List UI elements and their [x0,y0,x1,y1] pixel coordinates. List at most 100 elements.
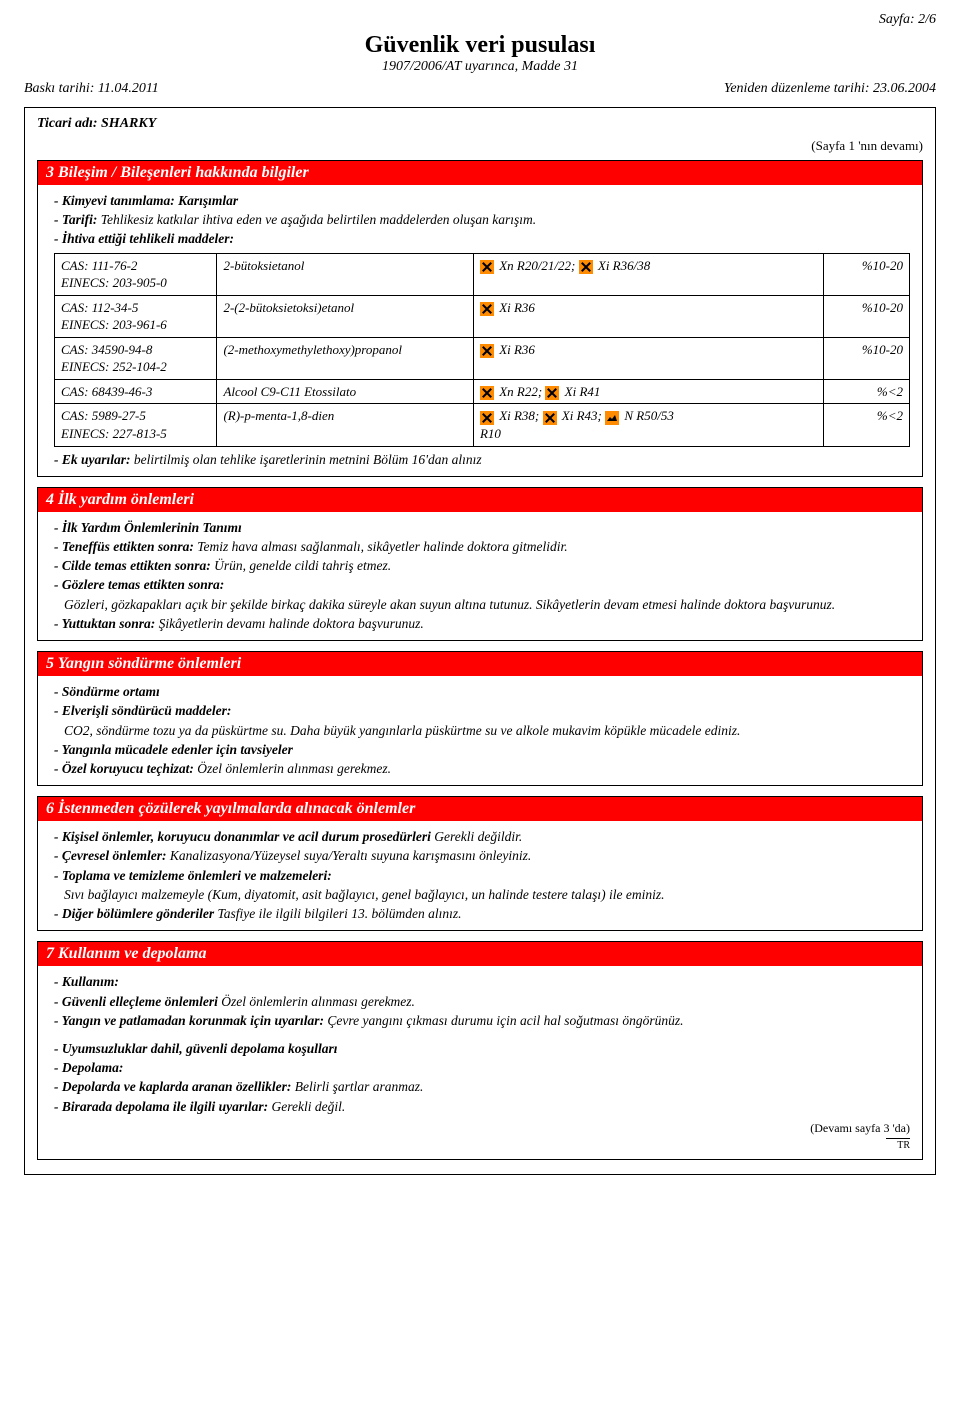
section-7-body: - Kullanım: - Güvenli elleçleme önlemler… [38,966,922,1158]
sec6-l3: - Toplama ve temizleme önlemleri ve malz… [54,868,332,883]
substance-name-cell: (R)-p-menta-1,8-dien [217,404,474,446]
hazard-text: Xi R38; [496,408,543,423]
hazard-symbols-cell: Xi R36 [473,337,824,379]
hazard-symbols-cell: Xi R38; Xi R43; N R50/53 R10 [473,404,824,446]
hazard-text: Xn R22; [496,384,545,399]
sec6-l2b: Kanalizasyona/Yüzeysel suya/Yeraltı suyu… [166,848,531,863]
hazard-text: Xi R36 [496,342,535,357]
sec7-l5: - Depolama: [54,1060,123,1075]
hazard-symbols-cell: Xn R22; Xi R41 [473,379,824,404]
sec4-l3a: - Cilde temas ettikten sonra: [54,558,211,573]
document-header: Güvenlik veri pusulası 1907/2006/AT uyar… [24,32,936,75]
section-4: 4 İlk yardım önlemleri - İlk Yardım Önle… [37,487,923,641]
cas-cell: CAS: 5989-27-5EINECS: 227-813-5 [55,404,217,446]
sec6-l2a: - Çevresel önlemler: [54,848,166,863]
sec7-l7a: - Birarada depolama ile ilgili uyarılar: [54,1099,268,1114]
continued-from: (Sayfa 1 'nın devamı) [37,138,923,154]
section-6-header: 6 İstenmeden çözülerek yayılmalarda alın… [38,797,922,821]
percentage-cell: %10-20 [824,295,910,337]
section-3: 3 Bileşim / Bileşenleri hakkında bilgile… [37,160,923,477]
continued-on: (Devamı sayfa 3 'da) [54,1120,910,1136]
hazard-env-icon [605,411,619,425]
substance-name-cell: Alcool C9-C11 Etossilato [217,379,474,404]
document-title: Güvenlik veri pusulası [24,32,936,59]
hazard-text: Xn R20/21/22; [496,258,579,273]
sec5-l5a: - Özel koruyucu teçhizat: [54,761,194,776]
sec6-l1a: - Kişisel önlemler, koruyucu donanımlar … [54,829,431,844]
hazard-text: Xi R43; [559,408,606,423]
hazard-x-icon [480,386,494,400]
hazard-x-icon [579,260,593,274]
hazard-x-icon [480,344,494,358]
sec7-l3a: - Yangın ve patlamadan korunmak için uya… [54,1013,324,1028]
date-row: Baskı tarihi: 11.04.2011 Yeniden düzenle… [24,81,936,97]
sec4-l2b: Temiz hava alması sağlanmalı, sikâyetler… [194,539,568,554]
sec5-l4: - Yangınla mücadele edenler için tavsiye… [54,742,293,757]
hazard-x-icon [480,411,494,425]
sec5-l3: CO2, söndürme tozu ya da püskürtme su. D… [54,722,910,740]
section-7-header: 7 Kullanım ve depolama [38,942,922,966]
hazard-x-icon [543,411,557,425]
sec4-l5: Gözleri, gözkapakları açık bir şekilde b… [54,596,910,614]
hazard-x-icon [480,302,494,316]
sec7-l2a: - Güvenli elleçleme önlemleri [54,994,218,1009]
hazard-text: N R50/53 [621,408,674,423]
hazard-table: CAS: 111-76-2EINECS: 203-905-02-bütoksie… [54,253,910,447]
chem-label: - Kimyevi tanımlama: Karışımlar [54,193,238,208]
sec7-l1: - Kullanım: [54,974,119,989]
sec4-l3b: Ürün, genelde cildi tahriş etmez. [211,558,391,573]
hazard-row: CAS: 34590-94-8EINECS: 252-104-2(2-metho… [55,337,910,379]
sec4-l1: - İlk Yardım Önlemlerinin Tanımı [54,520,242,535]
substance-name-cell: 2-bütoksietanol [217,253,474,295]
section-3-body: - Kimyevi tanımlama: Karışımlar - Tarifi… [38,185,922,476]
desc-text: Tehlikesiz katkılar ihtiva eden ve aşağı… [97,212,536,227]
section-3-header: 3 Bileşim / Bileşenleri hakkında bilgile… [38,161,922,185]
hazard-extra: R10 [480,426,501,441]
hazard-text: Xi R36/38 [595,258,651,273]
percentage-cell: %<2 [824,404,910,446]
sec4-l6b: Şikâyetlerin devamı halinde doktora başv… [155,616,423,631]
sec4-l2a: - Teneffüs ettikten sonra: [54,539,194,554]
trade-name: Ticari adı: SHARKY [37,116,923,132]
sec7-l4: - Uyumsuzluklar dahil, güvenli depolama … [54,1041,338,1056]
hazard-row: CAS: 5989-27-5EINECS: 227-813-5(R)-p-men… [55,404,910,446]
revision-date: Yeniden düzenleme tarihi: 23.06.2004 [724,81,936,97]
section-5-body: - Söndürme ortamı - Elverişli söndürücü … [38,676,922,785]
print-date: Baskı tarihi: 11.04.2011 [24,81,159,97]
sec7-l2b: Özel önlemlerin alınması gerekmez. [218,994,415,1009]
cas-cell: CAS: 34590-94-8EINECS: 252-104-2 [55,337,217,379]
sec5-l5b: Özel önlemlerin alınması gerekmez. [194,761,391,776]
substance-name-cell: 2-(2-bütoksietoksi)etanol [217,295,474,337]
content-box: Ticari adı: SHARKY (Sayfa 1 'nın devamı)… [24,107,936,1175]
document-subtitle: 1907/2006/AT uyarınca, Madde 31 [24,59,936,75]
percentage-cell: %10-20 [824,337,910,379]
note-label: - Ek uyarılar: [54,452,131,467]
hazard-row: CAS: 111-76-2EINECS: 203-905-02-bütoksie… [55,253,910,295]
hazard-symbols-cell: Xn R20/21/22; Xi R36/38 [473,253,824,295]
section-5: 5 Yangın söndürme önlemleri - Söndürme o… [37,651,923,786]
hazard-row: CAS: 68439-46-3Alcool C9-C11 Etossilato … [55,379,910,404]
sec5-l2: - Elverişli söndürücü maddeler: [54,703,231,718]
country-code: TR [886,1138,910,1153]
cas-cell: CAS: 111-76-2EINECS: 203-905-0 [55,253,217,295]
sec7-l3b: Çevre yangını çıkması durumu için acil h… [324,1013,683,1028]
sec6-l4: Sıvı bağlayıcı malzemeyle (Kum, diyatomi… [54,886,910,904]
sec5-l1: - Söndürme ortamı [54,684,160,699]
sec7-l6b: Belirli şartlar aranmaz. [291,1079,423,1094]
hazard-text: Xi R41 [561,384,600,399]
section-7: 7 Kullanım ve depolama - Kullanım: - Güv… [37,941,923,1159]
hazard-symbols-cell: Xi R36 [473,295,824,337]
hazard-row: CAS: 112-34-5EINECS: 203-961-62-(2-bütok… [55,295,910,337]
sec7-l7b: Gerekli değil. [268,1099,345,1114]
sec7-l6a: - Depolarda ve kaplarda aranan özellikle… [54,1079,291,1094]
section-5-header: 5 Yangın söndürme önlemleri [38,652,922,676]
section-4-header: 4 İlk yardım önlemleri [38,488,922,512]
sec6-l5a: - Diğer bölümlere gönderiler [54,906,214,921]
note-text: belirtilmiş olan tehlike işaretlerinin m… [131,452,482,467]
cas-cell: CAS: 112-34-5EINECS: 203-961-6 [55,295,217,337]
haz-label: - İhtiva ettiği tehlikeli maddeler: [54,231,234,246]
substance-name-cell: (2-methoxymethylethoxy)propanol [217,337,474,379]
section-4-body: - İlk Yardım Önlemlerinin Tanımı - Tenef… [38,512,922,640]
section-6: 6 İstenmeden çözülerek yayılmalarda alın… [37,796,923,931]
desc-label: - Tarifi: [54,212,97,227]
